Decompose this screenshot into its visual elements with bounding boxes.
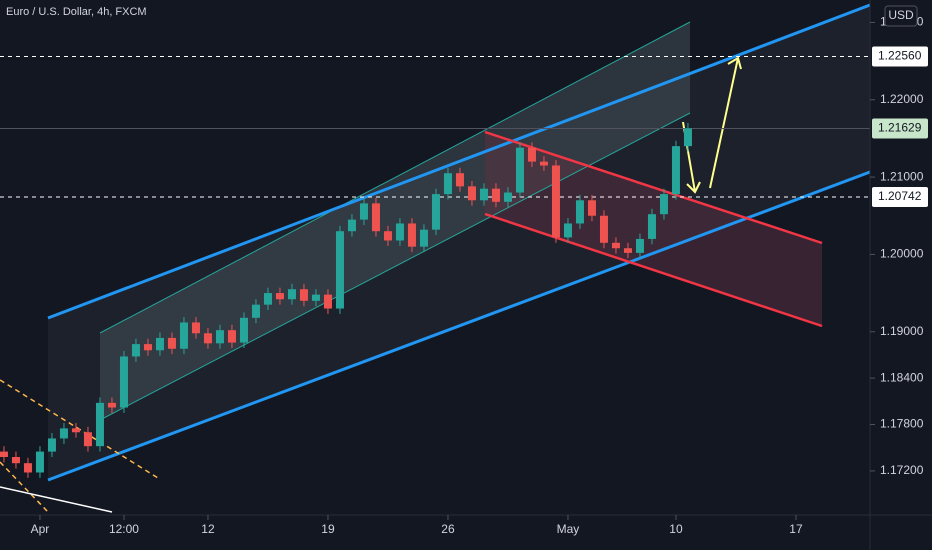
candle-body: [191, 322, 200, 334]
candle-body: [683, 128, 692, 147]
candle-body: [131, 344, 140, 357]
candle-body: [107, 402, 116, 408]
trend-line: [0, 486, 113, 513]
red-channel-line: [484, 212, 823, 328]
chart-title: Euro / U.S. Dollar, 4h, FXCM: [6, 6, 147, 18]
x-tick-label: 12:00: [109, 522, 139, 536]
candle-body: [347, 219, 356, 232]
candle-body: [0, 451, 8, 458]
candle-body: [647, 214, 656, 239]
candle-body: [611, 242, 620, 249]
plot: [0, 55, 870, 478]
candle-body: [635, 238, 644, 253]
x-tick-label: 17: [789, 522, 803, 536]
candle-body: [239, 317, 248, 343]
level-box: [872, 46, 928, 67]
candle-body: [299, 289, 308, 301]
candle-body: [599, 215, 608, 243]
candle-body: [623, 248, 632, 253]
blue-channel-line: [47, 3, 871, 320]
candle-body: [263, 293, 272, 305]
y-tick-label: 1.21000: [880, 169, 924, 183]
candle-body: [167, 337, 176, 349]
y-tick-label: 1.22000: [880, 92, 924, 106]
candle-body: [323, 294, 332, 309]
x-tick-label: May: [557, 522, 580, 536]
candle-body: [11, 457, 20, 464]
candle-body: [335, 231, 344, 309]
candle-body: [455, 173, 464, 187]
candle-body: [119, 356, 128, 408]
candle-body: [491, 188, 500, 202]
level-label: 1.22560: [878, 49, 922, 63]
y-tick-label: 1.20000: [880, 247, 924, 261]
candle-body: [671, 146, 680, 195]
candle-body: [143, 344, 152, 351]
candle-body: [419, 229, 428, 247]
y-tick-label: 1.18400: [880, 370, 924, 384]
candle-body: [35, 451, 44, 473]
level-box: [872, 187, 928, 208]
candle-body: [443, 173, 452, 195]
candle-body: [395, 223, 404, 241]
trend-line: [0, 461, 49, 513]
candle-body: [275, 293, 284, 300]
candle-body: [539, 161, 548, 166]
candle-body: [587, 200, 596, 216]
currency-box[interactable]: [884, 5, 918, 27]
candle-body: [503, 192, 512, 202]
level-label: 1.20742: [878, 189, 922, 203]
candle-body: [479, 188, 488, 201]
candle-body: [359, 203, 368, 220]
candle-body: [383, 231, 392, 241]
teal-channel-line: [99, 21, 691, 334]
candle-body: [215, 330, 224, 344]
candle-body: [431, 194, 440, 230]
candle-body: [287, 289, 296, 300]
axes: 1.230001.220001.210001.200001.190001.184…: [31, 15, 928, 536]
drawings: [0, 3, 871, 513]
candle-body: [467, 186, 476, 201]
candle-body: [83, 432, 92, 447]
y-tick-label: 1.19000: [880, 324, 924, 338]
y-tick-label: 1.17200: [880, 463, 924, 477]
teal-channel-line: [99, 112, 691, 421]
candle-body: [203, 333, 212, 344]
level-box: [872, 118, 928, 139]
arrow-up: [709, 56, 742, 189]
red-channel-line: [484, 130, 823, 245]
candle-body: [515, 147, 524, 193]
x-tick-label: Apr: [31, 522, 50, 536]
x-tick-label: 19: [321, 522, 335, 536]
blue-channel-fill: [48, 5, 870, 480]
candle-body: [95, 402, 104, 447]
candle-body: [23, 463, 32, 473]
x-tick-label: 12: [201, 522, 215, 536]
level-label: 1.21629: [878, 121, 922, 135]
x-tick-label: 10: [669, 522, 683, 536]
candle-body: [311, 294, 320, 301]
candle-body: [59, 428, 68, 439]
candle-body: [563, 223, 572, 238]
candle-body: [371, 203, 380, 232]
candle-body: [407, 223, 416, 247]
arrows: [682, 56, 742, 194]
candle-body: [527, 147, 536, 162]
candle-body: [179, 322, 188, 349]
candle-body: [659, 194, 668, 215]
candle-body: [551, 165, 560, 238]
candle-body: [71, 428, 80, 433]
candle-body: [251, 304, 260, 318]
currency[interactable]: USD: [888, 8, 914, 22]
x-tick-label: 26: [441, 522, 455, 536]
candle-body: [47, 438, 56, 452]
candle-body: [227, 330, 236, 343]
candle-body: [575, 200, 584, 224]
candle-body: [155, 337, 164, 351]
y-tick-label: 1.17800: [880, 417, 924, 431]
blue-channel-line: [47, 170, 871, 482]
